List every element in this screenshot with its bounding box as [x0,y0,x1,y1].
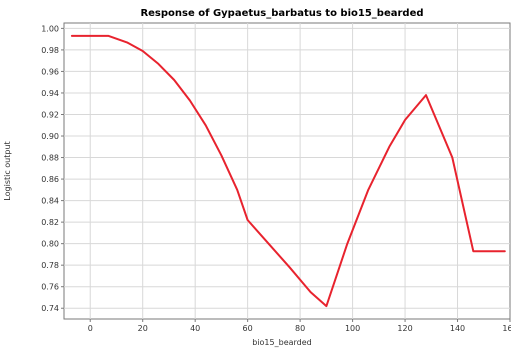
plot-area [63,22,511,320]
y-tick-label: 0.94 [41,89,59,98]
y-axis-label: Logistic output [3,141,12,200]
x-tick-label: 140 [450,324,465,333]
y-tick-label: 0.82 [41,218,59,227]
y-tick-label: 0.84 [41,197,59,206]
y-tick-label: 0.96 [41,67,59,76]
chart-title: Response of Gypaetus_barbatus to bio15_b… [140,8,423,19]
x-tick-label: 100 [345,324,360,333]
grid [64,23,510,319]
y-tick-label: 0.88 [41,154,59,163]
y-tick-label: 1.00 [41,24,59,33]
y-tick-label: 0.78 [41,261,59,270]
response-curve [70,34,506,308]
x-axis-ticks: 0 20 40 60 80 100 120 140 160 [88,319,511,333]
y-tick-label: 0.92 [41,110,59,119]
x-axis-label: bio15_bearded [252,338,312,347]
x-tick-label: 80 [295,324,305,333]
y-tick-label: 0.76 [41,283,59,292]
series-layer [70,34,506,308]
x-tick-label: 160 [502,324,511,333]
y-tick-label: 0.90 [41,132,59,141]
y-tick-label: 0.80 [41,240,59,249]
y-tick-label: 0.86 [41,175,59,184]
y-tick-label: 0.74 [41,304,59,313]
y-tick-label: 0.98 [41,46,59,55]
x-tick-label: 20 [138,324,148,333]
y-axis-ticks: 0.74 0.76 0.78 0.80 0.82 0.84 0.86 0.88 0.90 0.92… [41,24,64,313]
x-tick-label: 40 [190,324,200,333]
x-tick-label: 60 [243,324,253,333]
x-tick-label: 0 [88,324,93,333]
x-tick-label: 120 [397,324,412,333]
